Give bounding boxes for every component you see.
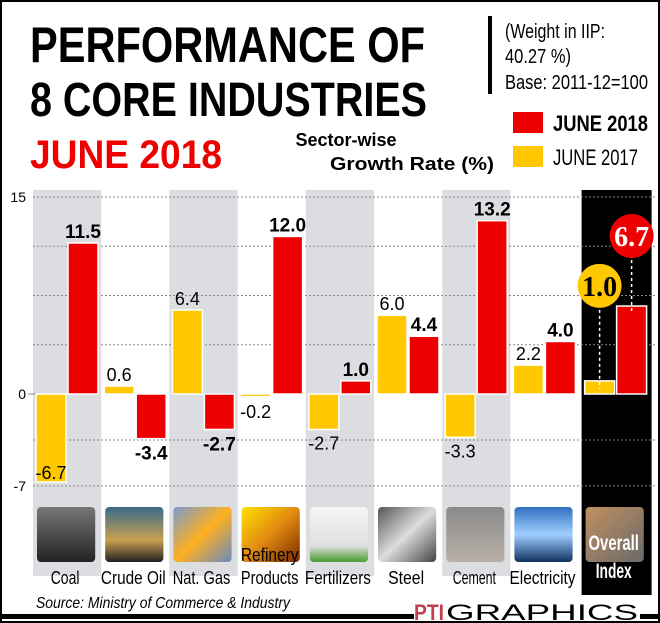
cement-photo [446,507,505,562]
category-label: Nat. Gas [173,568,231,588]
legend-swatch-2018 [513,112,543,133]
legend-label-2018: JUNE 2018 [553,111,648,136]
data-label: -3.4 [135,444,168,465]
footer-rule [2,614,414,619]
note-divider [488,16,492,94]
data-label: -6.7 [35,463,66,483]
construction-photo [585,507,644,562]
category-label: Cement [453,568,496,588]
subtitle-line-2: Growth Rate (%) [330,154,494,174]
data-label: 12.0 [269,215,306,236]
y-tick-label: 15 [10,189,26,205]
category-label: Crude Oil [101,568,166,588]
data-label: 6.7 [614,222,649,253]
credit-text: GRAPHICS [446,600,638,623]
bar-2017 [171,309,204,395]
legend-label-2017: JUNE 2017 [553,145,638,170]
bar-2018 [408,335,440,395]
bar-2018 [615,305,648,395]
subtitle-line-1: Sector-wise [295,130,396,150]
note-line-1: (Weight in IIP: [505,21,605,43]
category-label: Electricity [510,568,576,588]
bar-2018 [203,393,236,431]
category-label: Coal [51,568,80,588]
data-label: 13.2 [474,200,511,221]
bar-2017 [308,393,340,431]
y-tick-label: 0 [18,386,26,402]
oil-pump-photo [105,507,164,562]
pti-logo: PTI [414,600,444,623]
data-label: 4.0 [547,320,573,341]
bar-2018 [271,235,304,395]
data-label: 0.6 [107,365,132,385]
bar-2017 [444,393,476,439]
data-label: 6.4 [175,289,200,309]
bar-2018 [67,242,99,395]
coal-photo [37,507,96,562]
data-label: 2.2 [516,344,541,364]
light-bulb-photo [514,507,573,562]
note-line-2: 40.27 %) [505,46,571,68]
data-label: -2.7 [308,433,339,453]
value-badge [609,214,654,259]
bar-2017 [376,314,408,395]
data-label: 11.5 [65,222,101,243]
value-badge [577,263,622,308]
category-label: Overall [589,532,639,555]
footer-rule-right [640,614,658,619]
category-label: Steel [388,568,424,588]
steel-rods-photo [378,507,437,562]
fuel-nozzle-photo [241,507,300,562]
data-label: 4.4 [411,315,438,336]
gas-flare-photo [173,507,232,562]
category-label: Refinery [241,545,299,565]
bar-2017 [583,380,616,395]
bar-2018 [340,380,372,395]
bar-2017 [35,393,67,483]
bar-2017 [103,385,135,395]
bar-2018 [135,393,167,440]
y-tick-label: -7 [14,478,27,494]
category-label: Index [596,560,632,583]
bar-2018 [476,219,508,395]
title-line-1: PERFORMANCE OF [30,17,425,73]
data-label: 6.0 [379,294,404,314]
legend-swatch-2017 [513,146,543,167]
source-text: Source: Ministry of Commerce & Industry [36,595,291,612]
bar-2017 [512,364,545,395]
data-label: -0.2 [240,402,271,422]
data-label: -3.3 [445,441,476,461]
data-label: 1.0 [343,360,369,381]
note-line-3: Base: 2011-12=100 [505,72,648,94]
bar-chart: 15 0 -7 -6.7 11.5 Coal 0.6 -3.4 Crude Oil 6.4 -2.7… [10,189,655,595]
data-label: -2.7 [203,434,236,455]
bar-2018 [544,340,577,395]
category-label: Fertilizers [305,568,371,588]
category-label: Products [241,568,299,588]
data-label: 1.0 [582,272,617,303]
fertilizer-sack-photo [309,507,368,562]
title-line-2: 8 CORE INDUSTRIES [30,74,427,127]
bar-2017 [239,393,272,398]
title-line-3: JUNE 2018 [30,133,222,177]
